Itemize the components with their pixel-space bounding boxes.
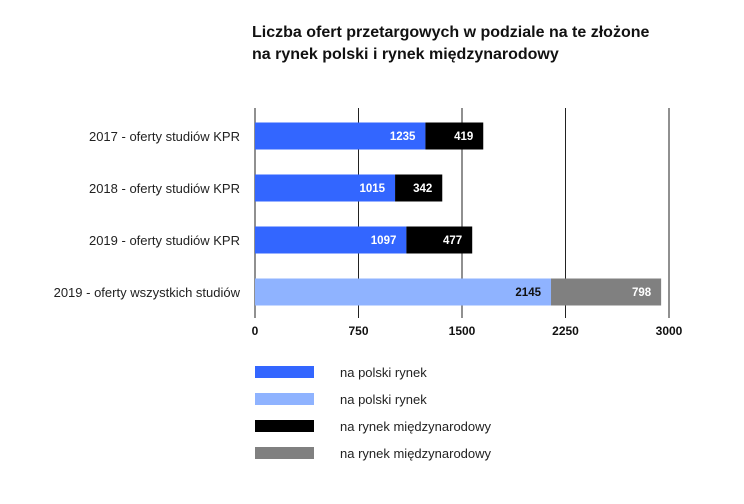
bar-segment	[406, 226, 473, 254]
bar-value-label: 1097	[371, 235, 397, 247]
chart-title-line-2: na rynek polski i rynek międzynarodowy	[252, 46, 559, 63]
bar-value-label: 798	[632, 287, 652, 299]
legend-swatch	[255, 447, 314, 459]
chart-title: Liczba ofert przetargowych w podziale na…	[252, 22, 712, 66]
bar-segment	[551, 278, 662, 306]
bar-segment	[255, 122, 426, 150]
category-label: 2018 - oferty studiów KPR	[89, 181, 240, 196]
x-tick-label: 3000	[656, 324, 683, 338]
bar-value-label: 342	[413, 183, 432, 195]
bar-value-label: 477	[443, 235, 462, 247]
category-labels: 2017 - oferty studiów KPR 2018 - oferty s…	[54, 129, 241, 300]
bar-segment	[255, 226, 407, 254]
bar-segment	[255, 174, 396, 202]
bars: 1235 419 1015 342 1097 477 2145 798	[255, 122, 662, 306]
x-tick-label: 2250	[552, 324, 579, 338]
bar-value-label: 2145	[515, 287, 541, 299]
bar-value-label: 1235	[390, 131, 416, 143]
x-tick-label: 1500	[449, 324, 476, 338]
legend-label: na polski rynek	[340, 365, 427, 380]
bar-segment	[255, 278, 552, 306]
bar-segment	[425, 122, 484, 150]
x-axis-ticks: 0 750 1500 2250 3000	[252, 324, 683, 338]
category-label: 2019 - oferty wszystkich studiów	[54, 285, 241, 300]
legend-swatch	[255, 366, 314, 378]
legend-label: na rynek międzynarodowy	[340, 419, 492, 434]
category-label: 2019 - oferty studiów KPR	[89, 233, 240, 248]
bar-segment	[395, 174, 443, 202]
x-tick-label: 750	[348, 324, 368, 338]
category-label: 2017 - oferty studiów KPR	[89, 129, 240, 144]
x-tick-label: 0	[252, 324, 259, 338]
chart-title-line-1: Liczba ofert przetargowych w podziale na…	[252, 24, 650, 41]
legend-label: na rynek międzynarodowy	[340, 446, 492, 461]
legend-swatch	[255, 393, 314, 405]
legend-label: na polski rynek	[340, 392, 427, 407]
bar-value-label: 419	[454, 131, 473, 143]
legend: na polski rynek na polski rynek na rynek m…	[255, 365, 492, 461]
legend-swatch	[255, 420, 314, 432]
bar-value-label: 1015	[359, 183, 385, 195]
